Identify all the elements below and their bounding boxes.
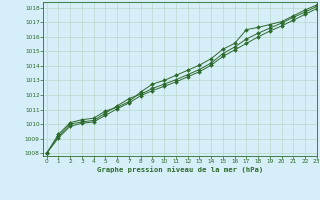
- X-axis label: Graphe pression niveau de la mer (hPa): Graphe pression niveau de la mer (hPa): [97, 167, 263, 173]
